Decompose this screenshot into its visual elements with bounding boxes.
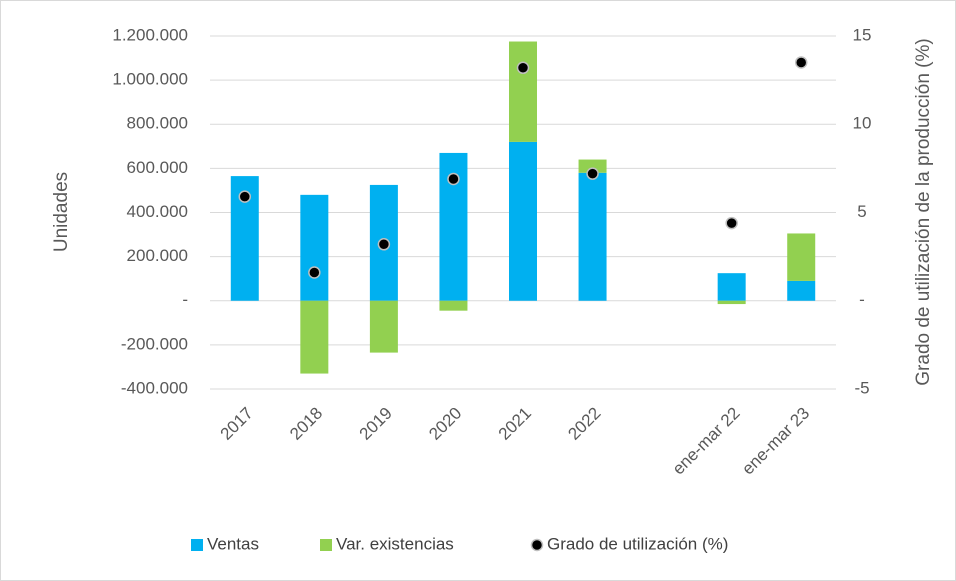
y-tick-label: 400.000 [127,202,188,221]
bar [439,300,468,311]
y2-tick-label: - [859,290,865,309]
y2-tick-label: 15 [853,25,872,44]
point [447,172,460,186]
point [586,167,599,180]
y-tick-label: 1.000.000 [112,70,188,89]
legend-swatch [320,539,332,551]
legend-label: Var. existencias [336,534,454,553]
bar [717,300,746,305]
legend-label: Ventas [207,534,259,553]
legend-swatch [191,539,203,551]
y2-tick-label: 10 [853,114,872,133]
y-axis-label: Unidades [51,172,72,252]
bar [300,194,329,301]
point [725,216,738,230]
bar [300,300,329,374]
bar [578,172,607,301]
point [516,61,530,75]
bar [787,280,816,301]
y-tick-label: 800.000 [127,114,188,133]
point [238,190,252,203]
bar [578,159,607,173]
point [377,238,391,251]
y-tick-label: - [182,290,188,309]
point [794,56,808,69]
y2-axis-label: Grado de utilización de la producción (%… [913,38,934,385]
point [308,266,321,279]
bar [509,41,537,142]
legend-swatch [530,538,544,552]
bar [369,300,398,353]
bar [787,233,816,281]
y-tick-label: 600.000 [127,158,188,177]
bar [717,273,746,301]
y2-tick-label: -5 [854,378,869,397]
y-tick-label: -200.000 [121,334,188,353]
bar [509,141,537,301]
legend-label: Grado de utilización (%) [547,534,728,553]
y-tick-label: -400.000 [121,378,188,397]
y-tick-label: 1.200.000 [112,25,188,44]
y2-tick-label: 5 [857,202,866,221]
y-tick-label: 200.000 [127,246,188,265]
